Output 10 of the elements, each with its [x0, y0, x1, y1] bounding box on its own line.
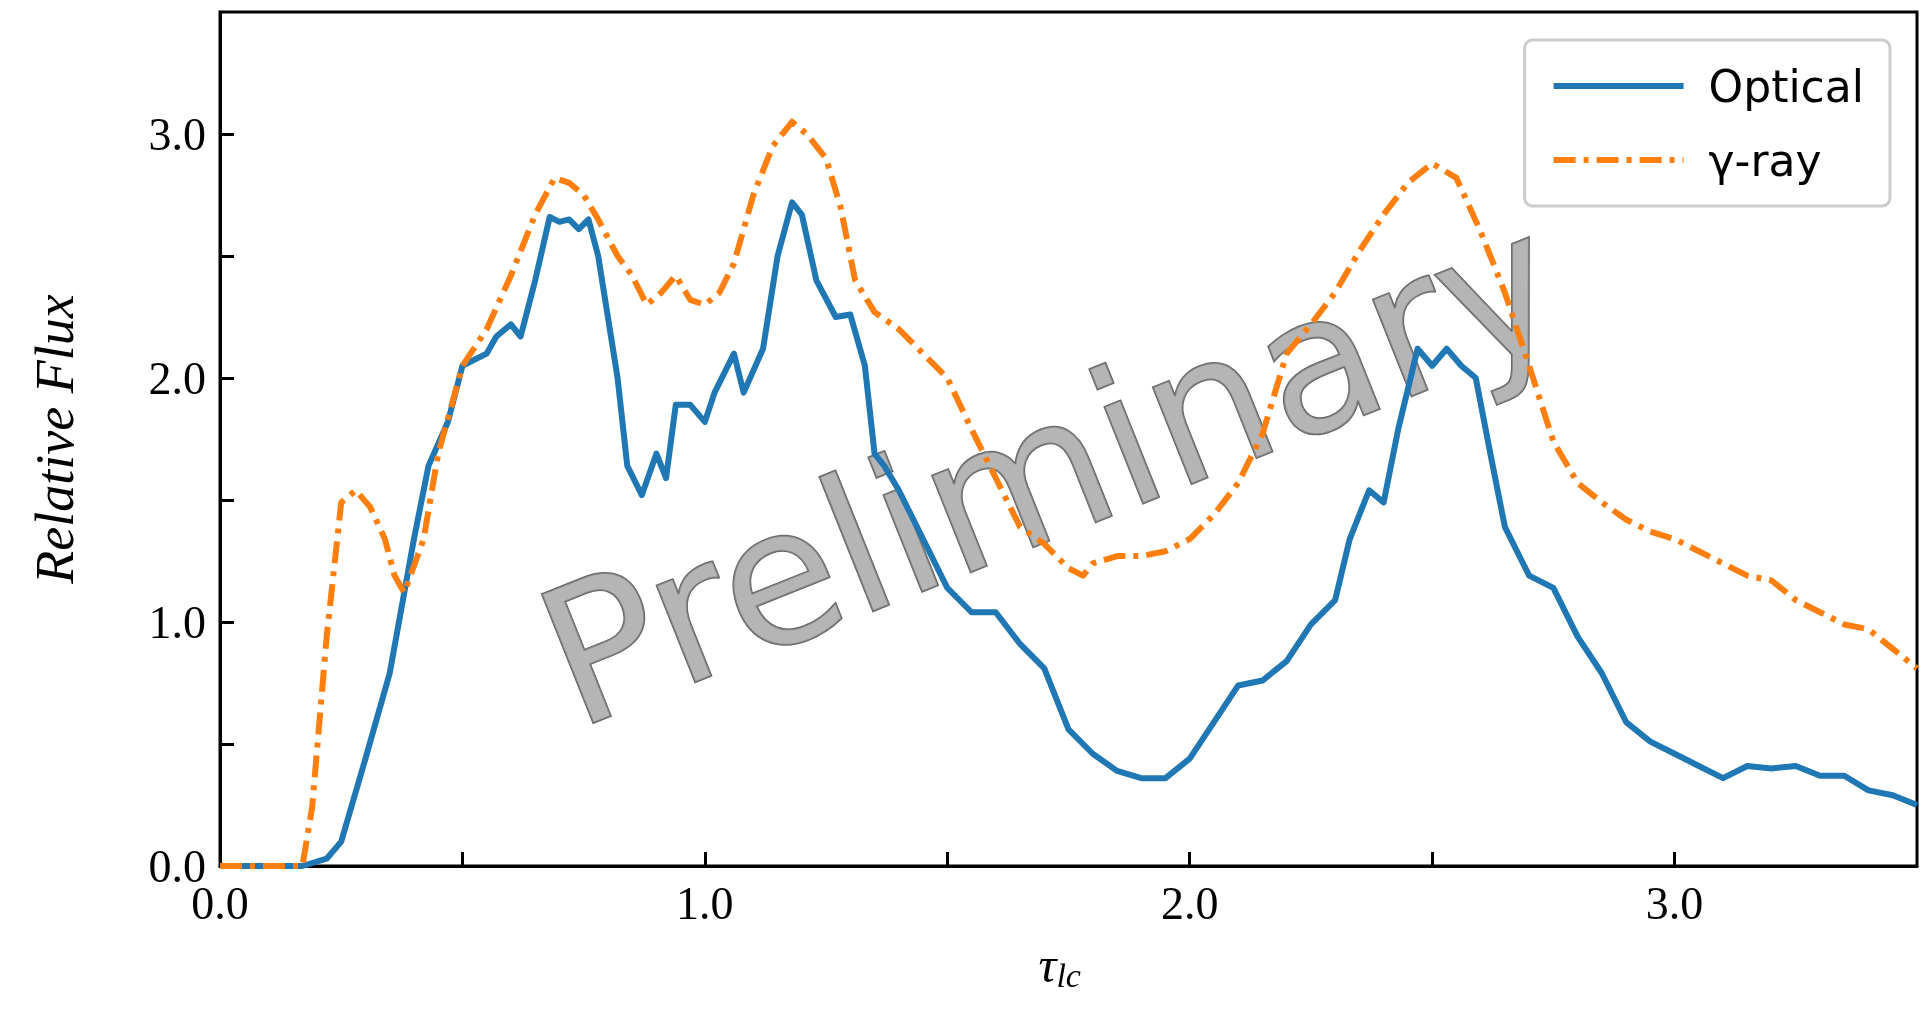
y-axis-title: Relative Flux	[25, 294, 85, 585]
x-axis-title: τlc	[1038, 937, 1081, 994]
legend-label: γ-ray	[1708, 134, 1822, 186]
y-tick-label: 2.0	[148, 352, 206, 404]
x-tick-label: 1.0	[676, 877, 734, 929]
y-tick-label: 1.0	[148, 596, 206, 648]
legend-label: Optical	[1708, 60, 1864, 112]
x-tick-label: 3.0	[1645, 877, 1704, 929]
y-tick-label: 3.0	[148, 108, 206, 160]
x-tick-label: 2.0	[1160, 877, 1219, 929]
